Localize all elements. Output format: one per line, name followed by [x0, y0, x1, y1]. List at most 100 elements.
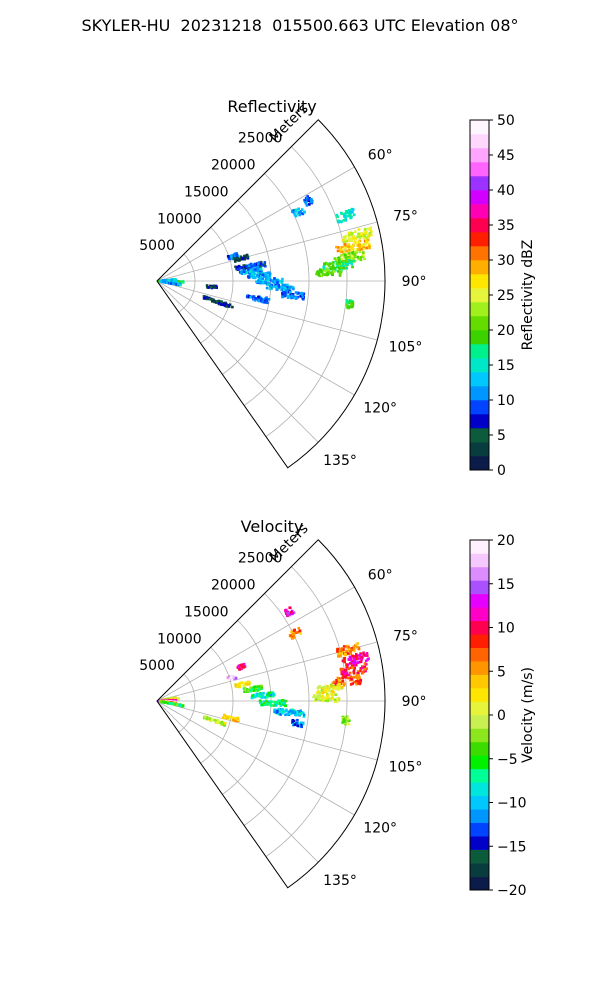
echo-gate	[243, 665, 247, 668]
echo-gate	[294, 208, 297, 212]
echo-gate	[259, 260, 263, 264]
echo-gate	[355, 682, 358, 686]
colorbar-swatch	[470, 400, 489, 415]
colorbar-swatch	[470, 190, 489, 205]
echo-gate	[293, 636, 296, 639]
echo-gate	[257, 694, 260, 698]
echo-gate	[291, 720, 294, 723]
angular-gridline	[156, 280, 378, 341]
echo-gate	[346, 676, 350, 680]
echo-gate	[230, 255, 233, 258]
echo-gate	[212, 284, 216, 288]
echo-gate	[227, 715, 231, 718]
echo-gate	[357, 228, 361, 231]
echo-gate	[342, 650, 345, 653]
colorbar-swatch	[470, 741, 489, 756]
echo-gate	[336, 676, 340, 680]
echo-gate	[263, 263, 266, 266]
echo-gate	[335, 213, 339, 217]
echo-gate	[257, 272, 260, 275]
echo-gate	[352, 242, 356, 246]
echo-gate	[340, 212, 344, 216]
echo-gate	[331, 271, 334, 274]
echo-gate	[172, 282, 176, 285]
echo-gate	[261, 277, 264, 280]
echo-gate	[290, 294, 294, 297]
colorbar-tick-label: −20	[497, 883, 527, 899]
echo-gate	[350, 677, 353, 681]
colorbar-swatch	[470, 580, 489, 595]
echo-gate	[328, 686, 331, 690]
echo-gate	[208, 297, 212, 301]
echo-gate	[247, 680, 251, 684]
echo-gate	[335, 679, 338, 682]
echo-gate	[234, 258, 237, 262]
subplot-title: Reflectivity	[227, 97, 316, 116]
echo-gate	[356, 645, 359, 649]
echo-gate	[254, 272, 257, 276]
echo-gate	[336, 249, 340, 253]
echo-gate	[179, 283, 182, 287]
echo-gate	[262, 299, 265, 303]
echo-gate	[362, 651, 365, 655]
echo-gate	[204, 296, 207, 299]
angular-tick-label: 75°	[393, 629, 418, 645]
echo-gate	[293, 213, 297, 216]
echo-gate	[341, 670, 344, 673]
echo-gate	[339, 668, 343, 671]
echo-gate	[340, 647, 344, 650]
echo-gate	[355, 657, 359, 660]
echo-gate	[317, 690, 320, 693]
echo-gate	[284, 293, 287, 296]
echo-gate	[268, 287, 272, 290]
colorbar-tick-label: 35	[497, 218, 515, 234]
angular-tick-label: 75°	[393, 209, 418, 225]
echo-gate	[342, 718, 346, 722]
echo-gate	[341, 721, 344, 724]
echo-gate	[259, 279, 263, 283]
echo-gate	[256, 689, 259, 692]
echo-gate	[344, 264, 348, 267]
echo-gate	[261, 280, 264, 284]
echo-gate	[265, 279, 268, 283]
echo-gate	[316, 696, 320, 700]
echo-gate	[316, 686, 320, 690]
echo-gate	[363, 662, 367, 665]
echo-gate	[307, 198, 310, 201]
echo-gate	[269, 693, 273, 697]
echo-gate	[219, 721, 223, 724]
echo-gate	[345, 645, 348, 649]
echo-gate	[359, 256, 363, 259]
radial-tick-label: 25000	[238, 131, 283, 147]
colorbar-tick-label: 0	[497, 708, 506, 724]
echo-gate	[164, 279, 167, 282]
echo-gate	[334, 683, 338, 686]
echo-gate	[260, 297, 263, 301]
echo-gate	[353, 213, 356, 217]
echo-gate	[341, 676, 345, 680]
echo-gate	[269, 702, 272, 705]
colorbar-swatch	[470, 218, 489, 233]
colorbar-label: Reflectivity dBZ	[520, 240, 536, 351]
echo-gate	[259, 265, 262, 268]
echo-gate	[349, 652, 352, 655]
echo-gate	[286, 614, 289, 618]
echo-gate	[272, 694, 275, 698]
echo-gate	[338, 256, 341, 259]
echo-gate	[282, 291, 285, 294]
figure-title: SKYLER-HU 20231218 015500.663 UTC Elevat…	[81, 16, 519, 35]
colorbar-swatch	[470, 593, 489, 608]
radial-gridline	[243, 593, 310, 826]
echo-gate	[342, 250, 345, 254]
echo-gate	[274, 704, 278, 707]
echo-gate	[294, 291, 298, 294]
echo-gate	[302, 715, 306, 718]
echo-gate	[317, 273, 320, 277]
echo-gate	[362, 236, 366, 240]
echo-gate	[234, 260, 237, 263]
echo-gate	[260, 684, 263, 688]
echo-gate	[168, 279, 171, 282]
colorbar-swatch	[470, 358, 489, 373]
echo-gate	[237, 265, 241, 268]
colorbar-tick-label: 30	[497, 253, 515, 269]
